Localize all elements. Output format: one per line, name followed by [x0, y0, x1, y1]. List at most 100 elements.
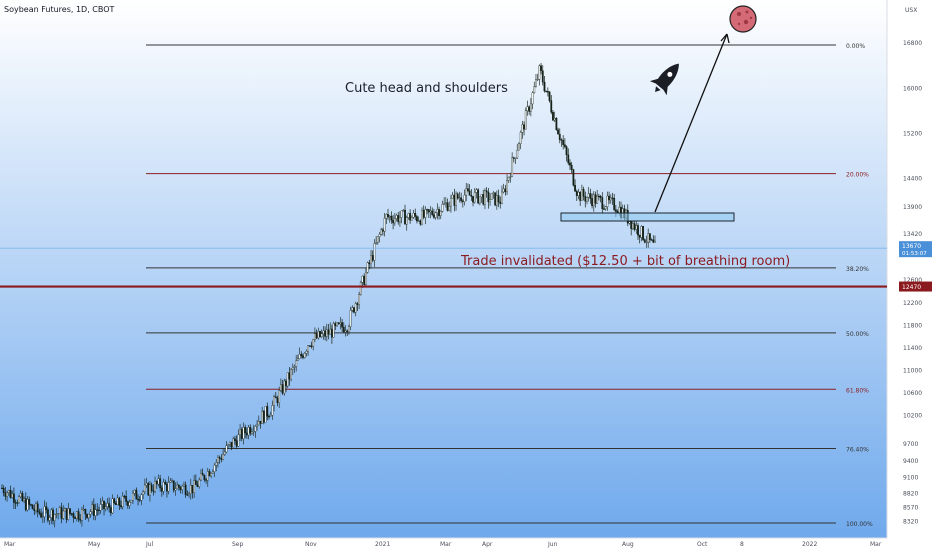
candle-body	[604, 206, 607, 210]
currency-label: USX	[905, 7, 917, 14]
candle-body	[514, 157, 517, 159]
candle-body	[652, 239, 655, 243]
candle-body	[450, 197, 452, 207]
candle-body	[57, 513, 60, 515]
candle-body	[99, 504, 102, 511]
candle-body	[591, 198, 593, 206]
fib-retracement[interactable]: 0.00% 20.00% 38.20% 50.00% 61.80% 76.40% 100.0…	[146, 43, 873, 528]
candle-body	[375, 242, 378, 244]
fib-level-label: 100.00%	[846, 521, 873, 528]
support-zone-rectangle[interactable]	[560, 212, 735, 222]
candle-body	[654, 241, 656, 243]
candle-body	[65, 508, 68, 520]
candle-body	[177, 484, 180, 488]
candle-body	[487, 191, 490, 203]
candle-body	[30, 504, 32, 506]
candle-body	[62, 510, 65, 519]
candle-body	[7, 489, 10, 493]
candle-body	[128, 502, 131, 506]
price-tick-label: 9400	[903, 458, 918, 465]
candle-body	[2, 487, 5, 494]
candle-body	[582, 189, 585, 197]
candle-body	[115, 502, 117, 506]
candle-body	[121, 495, 124, 508]
candle-body	[451, 194, 454, 199]
candle-body	[140, 494, 143, 501]
time-tick-label: Mar	[870, 541, 882, 548]
candle-body	[599, 195, 602, 198]
candle-body	[465, 188, 468, 196]
candle-body	[159, 478, 162, 489]
candle-body	[120, 505, 122, 508]
candle-body	[222, 454, 224, 460]
candle-body	[618, 207, 621, 213]
candle-body	[507, 176, 510, 181]
candle-body	[461, 200, 464, 202]
candle-body	[227, 444, 230, 447]
candle-body	[645, 241, 648, 244]
candle-body	[48, 517, 51, 521]
fib-level-label: 61.80%	[846, 387, 869, 394]
candle-body	[91, 504, 94, 512]
candle-body	[106, 503, 109, 507]
candle-body	[310, 345, 313, 347]
candle-body	[417, 220, 420, 222]
candle-body	[441, 204, 444, 212]
target-arrow[interactable]	[654, 33, 728, 213]
candle-body	[24, 498, 27, 511]
candle-body	[404, 209, 406, 225]
candle-body	[499, 201, 502, 204]
fib-level-label: 76.40%	[846, 447, 869, 454]
candle-body	[319, 331, 321, 338]
candle-body	[346, 330, 349, 333]
candle-body	[101, 500, 104, 505]
time-tick-label: May	[88, 541, 101, 548]
candle-body	[597, 195, 600, 198]
candle-body	[368, 262, 371, 265]
candle-body	[320, 333, 323, 338]
candle-body	[259, 420, 262, 424]
candle-body	[293, 366, 296, 368]
price-tick-label: 16000	[903, 85, 922, 92]
candle-body	[198, 479, 201, 487]
candle-body	[6, 492, 9, 497]
candle-body	[174, 488, 177, 491]
candle-body	[484, 190, 486, 205]
candle-body	[179, 487, 182, 491]
fib-level-label: 20.00%	[846, 172, 869, 179]
candle-body	[400, 210, 403, 218]
invalidation-badge	[899, 281, 932, 292]
candle-body	[480, 194, 483, 198]
annotation-trade-invalidated[interactable]: Trade invalidated ($12.50 + bit of breat…	[460, 254, 790, 269]
price-axis-labels: 16800 16000 15200 14400 13900 13420 12600 12200…	[903, 40, 922, 526]
candle-body	[407, 213, 410, 218]
price-axis-panel[interactable]	[887, 0, 932, 538]
candle-body	[436, 209, 439, 213]
candle-body	[475, 189, 478, 193]
price-tick-label: 12200	[903, 300, 922, 307]
price-tick-label: 15200	[903, 130, 922, 137]
time-axis-panel[interactable]	[0, 538, 932, 550]
candle-body	[482, 194, 485, 205]
candle-body	[616, 211, 619, 213]
candle-body	[628, 221, 631, 224]
current-price-value: 13670	[902, 243, 921, 250]
candle-body	[366, 262, 369, 273]
candle-body	[169, 480, 172, 483]
candle-body	[606, 195, 609, 207]
candle-body	[283, 380, 286, 394]
price-tick-label: 14400	[903, 176, 922, 183]
candle-body	[429, 210, 432, 213]
candle-body	[225, 445, 228, 453]
candle-body	[244, 427, 247, 434]
candle-body	[523, 124, 525, 130]
candle-body	[567, 154, 570, 164]
annotation-head-shoulders[interactable]: Cute head and shoulders	[345, 81, 508, 96]
candle-body	[509, 176, 512, 178]
candle-body	[538, 65, 541, 80]
candle-body	[535, 79, 537, 87]
candle-body	[344, 330, 347, 333]
candle-body	[322, 330, 325, 335]
candle-body	[579, 192, 582, 201]
